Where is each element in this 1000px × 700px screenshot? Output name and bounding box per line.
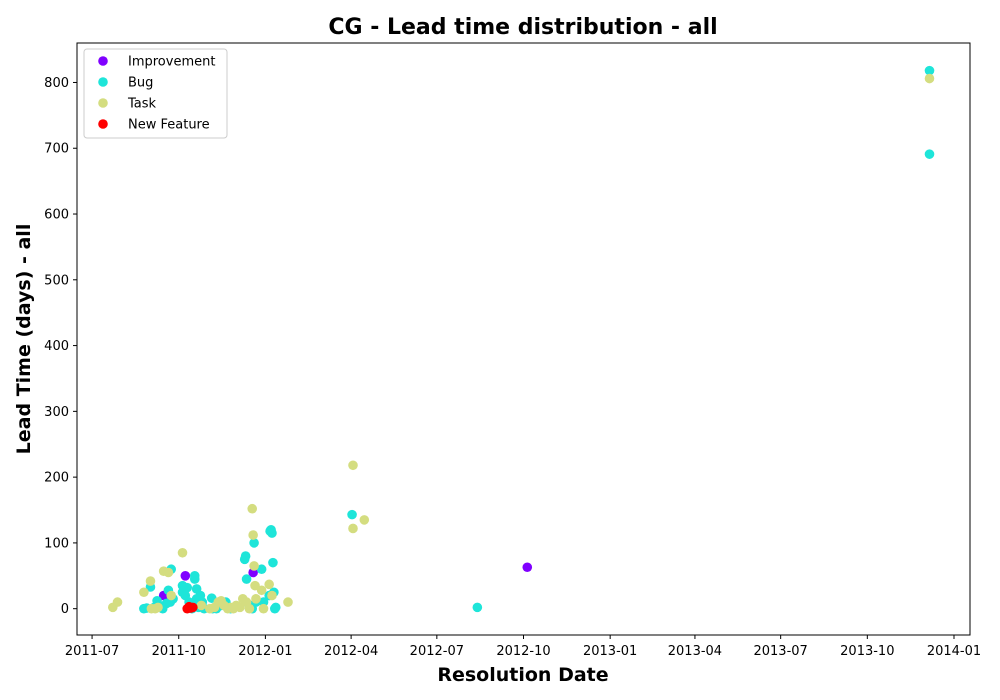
y-tick-label: 600 [44,208,69,223]
data-point [472,602,483,613]
data-point [256,564,267,575]
data-point [163,567,174,578]
data-point [267,528,277,538]
data-point [112,597,123,607]
y-tick-label: 200 [44,471,69,486]
data-point [258,603,269,614]
y-tick-label: 100 [44,536,69,551]
x-axis: 2011-07 2011-10 2012-01 2012-04 2012-07 2012-… [65,635,981,659]
data-point [264,579,274,590]
x-tick-label: 2012-07 [410,644,464,659]
legend-label: Bug [128,76,153,91]
data-point [268,557,278,568]
data-point [180,571,191,581]
legend-marker [98,77,108,87]
series-task [107,73,935,614]
y-tick-label: 700 [44,142,69,157]
data-point [359,515,370,525]
data-points [107,65,935,614]
data-point [347,509,357,520]
y-tick-label: 400 [44,339,69,354]
data-point [924,149,935,159]
data-point [522,562,533,573]
data-point [270,602,281,613]
legend-marker [98,119,108,129]
data-point [189,574,200,584]
data-point [153,602,163,613]
x-tick-label: 2012-01 [238,644,292,659]
data-point [166,590,176,601]
data-point [924,73,935,84]
x-tick-label: 2013-07 [753,644,807,659]
x-tick-label: 2013-04 [668,644,722,659]
x-tick-label: 2011-07 [65,644,119,659]
data-point [235,602,245,613]
data-point [145,576,156,586]
data-point [241,574,252,584]
x-tick-label: 2014-01 [927,644,981,659]
x-tick-label: 2011-10 [152,644,206,659]
y-tick-label: 500 [44,273,69,288]
data-point [247,503,258,514]
legend-label: Task [127,97,157,112]
x-tick-label: 2013-10 [840,644,894,659]
x-tick-label: 2012-10 [496,644,550,659]
legend-marker [98,56,108,66]
legend-label: New Feature [128,118,210,133]
data-point [182,582,193,593]
data-point [139,587,149,598]
y-axis-label: Lead Time (days) - all [13,224,35,455]
y-tick-label: 800 [44,76,69,91]
series-new-feature [182,601,198,614]
data-point [924,65,935,76]
data-point [283,597,293,607]
x-tick-label: 2013-01 [583,644,637,659]
data-point [244,603,255,614]
data-point [188,602,198,613]
data-point [196,600,207,611]
legend: Improvement Bug Task New Feature [83,48,228,139]
legend-marker [98,98,108,108]
data-point [258,597,269,607]
y-tick-label: 300 [44,405,69,420]
data-point [256,585,267,596]
x-tick-label: 2012-04 [324,644,378,659]
plot-area [76,42,971,636]
data-point [249,561,259,571]
legend-label: Improvement [128,55,215,70]
y-tick-label: 0 [61,602,69,617]
data-point [248,530,258,540]
data-point [348,523,358,534]
data-point [240,551,251,561]
legend-box [83,48,228,139]
chart-title: CG - Lead time distribution - all [328,15,717,40]
data-point [251,594,261,604]
data-point [249,538,259,548]
data-point [177,547,188,558]
data-point [348,460,358,471]
y-axis: 0 100 200 300 400 500 600 700 800 [44,76,77,617]
data-point [267,590,277,601]
x-axis-label: Resolution Date [437,664,608,686]
